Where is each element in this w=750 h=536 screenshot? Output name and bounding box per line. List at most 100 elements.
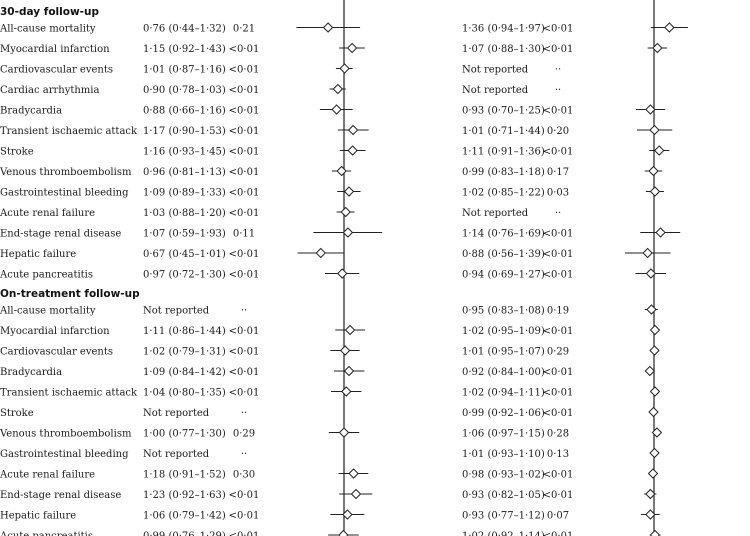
point-estimate-marker xyxy=(338,427,350,438)
point-estimate-marker xyxy=(644,365,656,377)
p-value-label: <0·01 xyxy=(543,249,574,260)
point-estimate-marker xyxy=(315,247,326,259)
point-estimate-marker xyxy=(649,124,660,136)
p-value-label: 0·19 xyxy=(547,306,569,317)
point-estimate-marker xyxy=(654,145,665,156)
point-estimate-marker xyxy=(649,345,660,356)
p-value-label: <0·01 xyxy=(229,347,260,358)
point-estimate-marker xyxy=(343,186,355,197)
point-estimate-marker xyxy=(645,104,656,115)
point-estimate-marker xyxy=(347,145,358,156)
point-estimate-marker xyxy=(649,529,661,536)
p-value-label: <0·01 xyxy=(543,229,574,240)
p-value-label: <0·01 xyxy=(229,388,260,399)
point-estimate-marker xyxy=(649,447,660,459)
estimate-ci-label: 0·93 (0·70–1·25) xyxy=(462,106,545,117)
p-value-label: ·· xyxy=(241,306,247,317)
outcome-label: Acute pancreatitis xyxy=(0,270,93,281)
outcome-label: All-cause mortality xyxy=(0,24,96,35)
outcome-label: Stroke xyxy=(0,147,34,158)
estimate-ci-label: 1·06 (0·97–1·15) xyxy=(462,429,545,440)
p-value-label: <0·01 xyxy=(543,24,574,35)
point-estimate-marker xyxy=(346,42,358,54)
point-estimate-marker xyxy=(649,186,661,197)
point-estimate-marker xyxy=(664,22,675,33)
p-value-label: <0·01 xyxy=(543,388,574,399)
estimate-ci-label: 1·36 (0·94–1·97) xyxy=(462,24,545,35)
outcome-label: All-cause mortality xyxy=(0,306,96,317)
p-value-label: <0·01 xyxy=(543,326,574,337)
outcome-label: Gastrointestinal bleeding xyxy=(0,449,129,460)
estimate-ci-label: 1·01 (0·71–1·44) xyxy=(462,126,545,137)
estimate-ci-label: 1·02 (0·95–1·09) xyxy=(462,326,545,337)
p-value-label: 0·13 xyxy=(547,449,569,460)
p-value-label: 0·21 xyxy=(233,24,255,35)
estimate-ci-label: Not reported xyxy=(462,65,529,76)
p-value-label: <0·01 xyxy=(229,85,260,96)
p-value-label: <0·01 xyxy=(229,188,260,199)
p-value-label: <0·01 xyxy=(229,208,260,219)
point-estimate-marker xyxy=(342,509,353,520)
estimate-ci-label: 1·02 (0·85–1·22) xyxy=(462,188,545,199)
p-value-label: <0·01 xyxy=(543,270,574,281)
p-value-label: <0·01 xyxy=(543,147,574,158)
point-estimate-marker xyxy=(645,509,656,520)
estimate-ci-label: 1·18 (0·91–1·52) xyxy=(143,470,226,481)
estimate-ci-label: 0·99 (0·83–1·18) xyxy=(462,167,545,178)
p-value-label: <0·01 xyxy=(229,147,260,158)
point-estimate-marker xyxy=(336,165,347,177)
p-value-label: <0·01 xyxy=(229,490,260,501)
p-value-label: <0·01 xyxy=(229,65,260,76)
point-estimate-marker xyxy=(649,324,661,336)
estimate-ci-label: 0·76 (0·44–1·32) xyxy=(143,24,226,35)
point-estimate-marker xyxy=(337,268,348,279)
p-value-label: <0·01 xyxy=(543,490,574,501)
point-estimate-marker xyxy=(649,386,661,397)
outcome-label: Cardiac arrhythmia xyxy=(0,85,99,96)
p-value-label: 0·20 xyxy=(547,126,569,137)
p-value-label: ·· xyxy=(241,408,247,419)
outcome-label: Hepatic failure xyxy=(0,249,76,260)
point-estimate-marker xyxy=(642,247,653,259)
estimate-ci-label: 1·04 (0·80–1·35) xyxy=(143,388,226,399)
estimate-ci-label: 0·99 (0·92–1·06) xyxy=(462,408,545,419)
p-value-label: 0·30 xyxy=(233,470,255,481)
estimate-ci-label: Not reported xyxy=(462,85,529,96)
outcome-label: End-stage renal disease xyxy=(0,229,121,240)
estimate-ci-label: 1·02 (0·79–1·31) xyxy=(143,347,226,358)
p-value-label: <0·01 xyxy=(229,531,260,536)
point-estimate-marker xyxy=(331,104,342,115)
estimate-ci-label: 1·00 (0·77–1·30) xyxy=(143,429,226,440)
p-value-label: ·· xyxy=(555,65,561,76)
estimate-ci-label: 1·17 (0·90–1·53) xyxy=(143,126,226,137)
estimate-ci-label: 0·99 (0·76–1·29) xyxy=(143,531,226,536)
p-value-label: <0·01 xyxy=(229,270,260,281)
point-estimate-marker xyxy=(348,468,359,479)
point-estimate-marker xyxy=(344,324,356,336)
estimate-ci-label: 1·16 (0·93–1·45) xyxy=(143,147,226,158)
point-estimate-marker xyxy=(340,206,351,218)
point-estimate-marker xyxy=(332,83,344,95)
estimate-ci-label: 1·06 (0·79–1·42) xyxy=(143,511,226,522)
point-estimate-marker xyxy=(341,386,352,397)
p-value-label: ·· xyxy=(555,85,561,96)
outcome-label: Transient ischaemic attack xyxy=(0,126,138,137)
estimate-ci-label: 1·11 (0·86–1·44) xyxy=(143,326,226,337)
p-value-label: ·· xyxy=(241,449,247,460)
estimate-ci-label: 0·93 (0·82–1·05) xyxy=(462,490,545,501)
outcome-label: Stroke xyxy=(0,408,34,419)
outcome-label: Hepatic failure xyxy=(0,511,76,522)
estimate-ci-label: 1·07 (0·59–1·93) xyxy=(143,229,226,240)
p-value-label: <0·01 xyxy=(229,126,260,137)
point-estimate-marker xyxy=(339,63,350,74)
point-estimate-marker xyxy=(343,365,355,377)
point-estimate-marker xyxy=(347,124,359,136)
estimate-ci-label: 1·11 (0·91–1·36) xyxy=(462,147,545,158)
estimate-ci-label: 1·07 (0·88–1·30) xyxy=(462,44,545,55)
point-estimate-marker xyxy=(646,304,657,315)
estimate-ci-label: 0·93 (0·77–1·12) xyxy=(462,511,545,522)
point-estimate-marker xyxy=(648,165,659,177)
p-value-label: <0·01 xyxy=(543,470,574,481)
estimate-ci-label: 0·90 (0·78–1·03) xyxy=(143,85,226,96)
